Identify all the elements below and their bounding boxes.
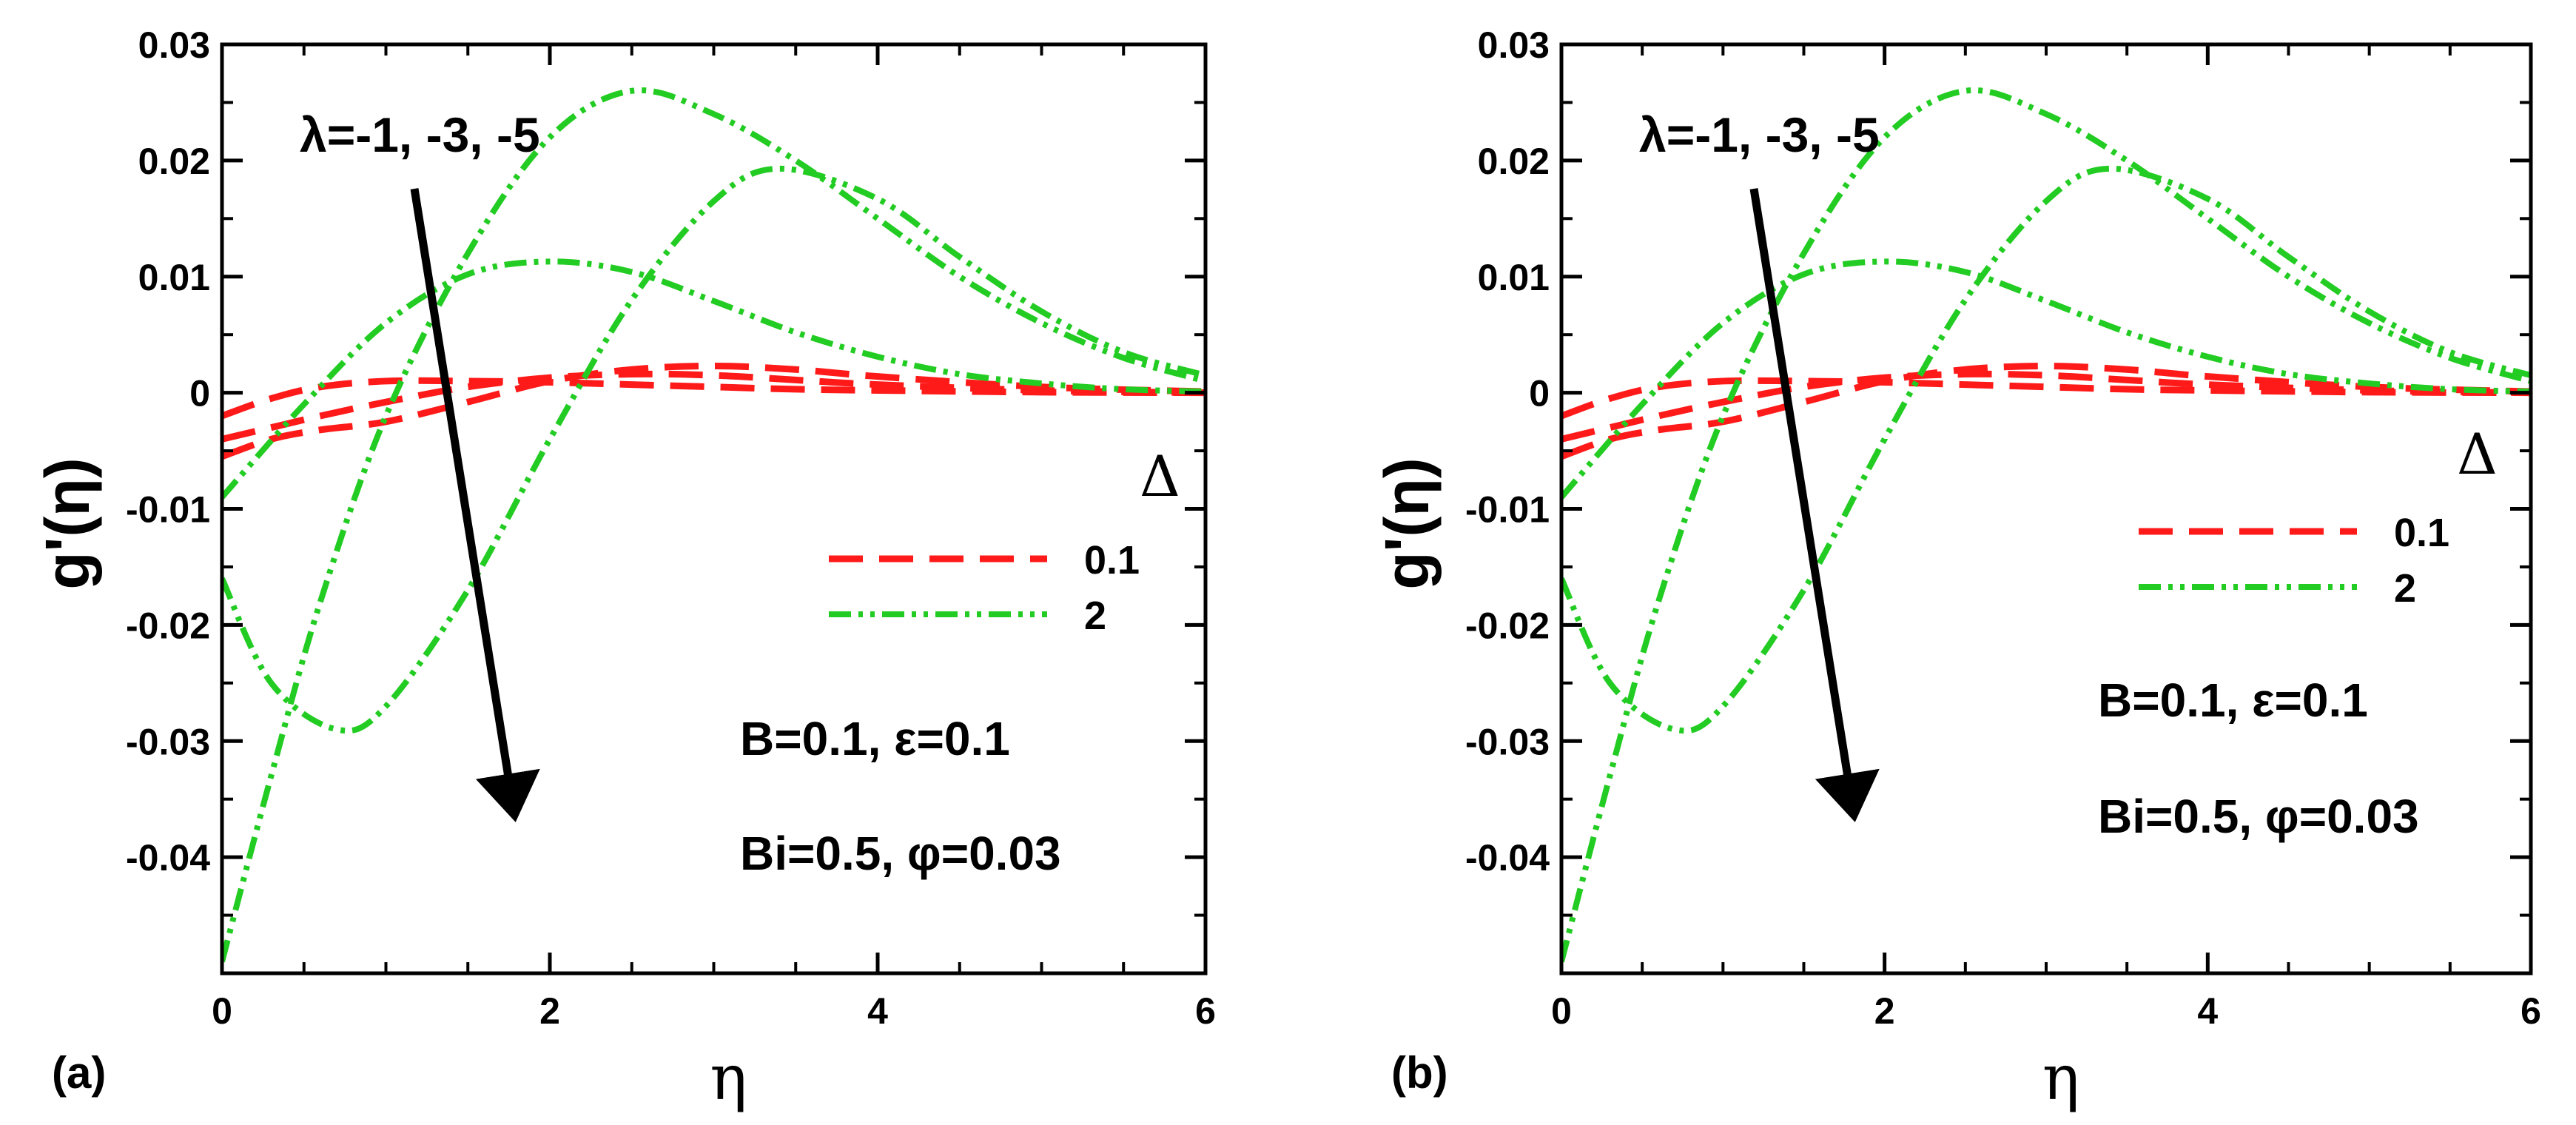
series-line-4 bbox=[1561, 165, 2531, 734]
y-axis-label: g'(η) bbox=[33, 457, 102, 590]
x-tick-label: 4 bbox=[867, 990, 888, 1032]
series-line-3 bbox=[222, 258, 1205, 500]
params-line-2: Bi=0.5, φ=0.03 bbox=[740, 827, 1061, 880]
y-tick-label: -0.02 bbox=[126, 605, 210, 646]
series-line-0 bbox=[1561, 377, 2531, 420]
legend-label-0: 0.1 bbox=[2394, 511, 2449, 555]
y-tick-label: 0.03 bbox=[138, 24, 210, 66]
series-line-0 bbox=[222, 377, 1205, 420]
params-line-1: B=0.1, ε=0.1 bbox=[740, 712, 1010, 765]
x-axis-label: η bbox=[710, 1041, 747, 1114]
series-line-5 bbox=[1561, 87, 2531, 963]
y-tick-label: -0.01 bbox=[1465, 489, 1550, 531]
y-tick-label: 0 bbox=[1529, 373, 1550, 414]
x-tick-label: 4 bbox=[2197, 990, 2218, 1032]
y-tick-label: -0.01 bbox=[126, 489, 210, 531]
legend-label-0: 0.1 bbox=[1084, 538, 1140, 582]
params-line-2: Bi=0.5, φ=0.03 bbox=[2098, 790, 2419, 843]
series-line-1 bbox=[1561, 370, 2531, 443]
x-tick-label: 6 bbox=[1195, 990, 1216, 1032]
params-line-1: B=0.1, ε=0.1 bbox=[2098, 674, 2368, 727]
arrow-label: λ=-1, -3, -5 bbox=[300, 107, 540, 162]
y-tick-label: 0 bbox=[189, 373, 210, 414]
x-tick-label: 6 bbox=[2520, 990, 2541, 1032]
legend-title: Δ bbox=[2457, 421, 2498, 487]
plot-area bbox=[1561, 87, 2531, 963]
y-tick-label: -0.03 bbox=[1465, 721, 1550, 762]
y-tick-label: -0.04 bbox=[1465, 837, 1550, 879]
x-tick-label: 0 bbox=[212, 990, 232, 1032]
legend-label-1: 2 bbox=[2394, 566, 2416, 611]
y-tick-label: 0.03 bbox=[1478, 24, 1550, 66]
x-tick-label: 2 bbox=[1874, 990, 1895, 1032]
plot-area bbox=[222, 87, 1205, 963]
series-line-3 bbox=[1561, 258, 2531, 500]
series-line-2 bbox=[1561, 363, 2531, 460]
x-tick-label: 0 bbox=[1551, 990, 1572, 1032]
y-tick-label: 0.02 bbox=[138, 141, 210, 182]
panel-label: (a) bbox=[52, 1048, 106, 1098]
y-tick-label: 0.01 bbox=[1478, 257, 1550, 298]
series-line-5 bbox=[222, 87, 1205, 963]
series-line-1 bbox=[222, 370, 1205, 443]
y-tick-label: -0.04 bbox=[126, 837, 210, 879]
legend-title: Δ bbox=[1140, 443, 1180, 509]
x-axis-label: η bbox=[2042, 1041, 2079, 1114]
y-tick-label: -0.03 bbox=[126, 721, 210, 762]
series-line-2 bbox=[222, 363, 1205, 460]
y-tick-label: 0.02 bbox=[1478, 141, 1550, 182]
legend-label-1: 2 bbox=[1084, 594, 1106, 638]
chart-panel-a: 0.03 0.02 0.01 0 -0.01 -0.02 -0.03 -0.04 0 2 4 6 η g'… bbox=[33, 24, 1216, 1114]
arrow-label: λ=-1, -3, -5 bbox=[1639, 107, 1880, 162]
y-tick-label: -0.02 bbox=[1465, 605, 1550, 646]
series-line-4 bbox=[222, 165, 1205, 734]
y-axis-label: g'(η) bbox=[1372, 457, 1442, 590]
x-tick-label: 2 bbox=[539, 990, 560, 1032]
panel-label: (b) bbox=[1391, 1048, 1448, 1098]
y-tick-label: 0.01 bbox=[138, 257, 210, 298]
lambda-arrow bbox=[1749, 188, 1880, 822]
lambda-arrow bbox=[410, 188, 540, 822]
chart-panel-b: 0.03 0.02 0.01 0 -0.01 -0.02 -0.03 -0.04 0 2 4 6 η g'… bbox=[1372, 24, 2541, 1114]
